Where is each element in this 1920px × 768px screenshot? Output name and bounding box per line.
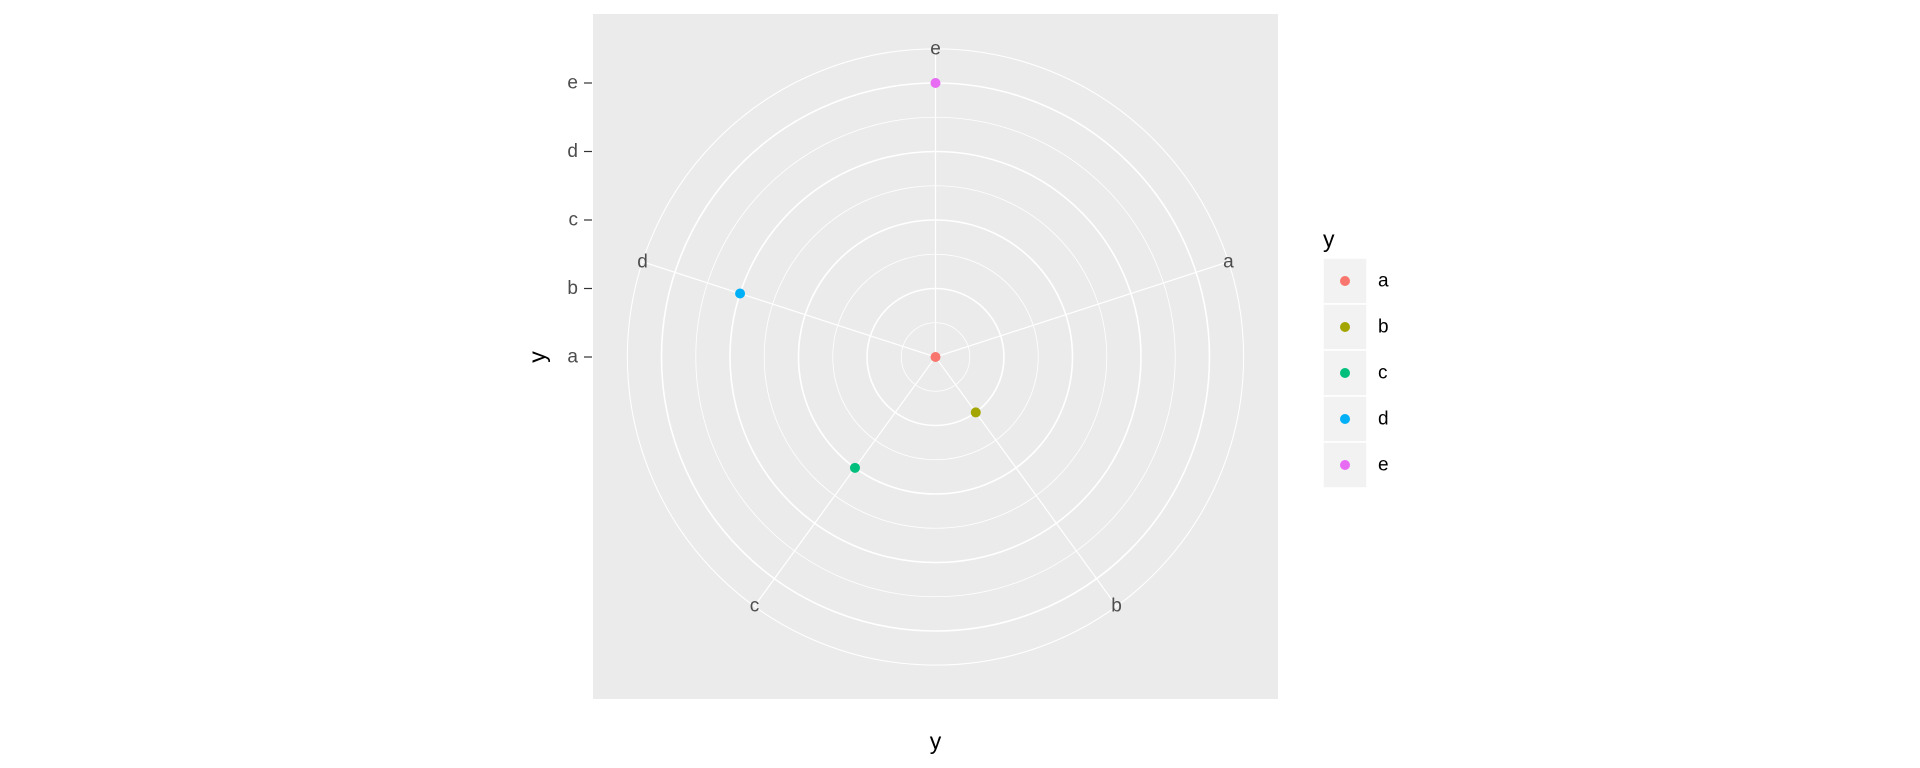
r-tick-label-a: a [567, 347, 578, 368]
legend-key-e [1322, 441, 1368, 489]
y-axis-title: y [524, 351, 550, 363]
data-point-c [849, 462, 860, 473]
theta-tick-label-a: a [1223, 251, 1234, 272]
legend-label-a: a [1378, 271, 1389, 292]
theta-tick-labels: a b c d e [637, 39, 1234, 617]
legend-label-b: b [1378, 317, 1389, 338]
data-point-a [930, 352, 941, 362]
r-tick-label-e: e [567, 73, 578, 94]
r-tick-label-c: c [569, 210, 579, 231]
legend: y a b c d e [1322, 226, 1389, 489]
data-point-e [930, 78, 941, 88]
legend-label-d: d [1378, 409, 1389, 430]
theta-tick-label-b: b [1111, 596, 1122, 617]
theta-tick-label-d: d [637, 251, 648, 272]
r-axis: a b c d e [567, 73, 592, 368]
legend-title: y [1323, 226, 1335, 252]
legend-label-e: e [1378, 455, 1389, 476]
legend-label-c: c [1378, 363, 1388, 384]
legend-marker-a [1340, 276, 1350, 286]
legend-marker-b [1340, 322, 1350, 332]
grid-spoke-d [642, 261, 936, 358]
legend-marker-e [1340, 460, 1350, 470]
theta-tick-label-c: c [750, 596, 760, 617]
data-point-d [735, 288, 746, 299]
data-point-b [970, 407, 981, 418]
grid-spoke-c [753, 356, 936, 607]
grid-spoke-b [935, 356, 1118, 607]
grid-spoke-a [935, 261, 1229, 358]
legend-marker-d [1340, 414, 1350, 424]
x-axis-title: y [930, 728, 942, 754]
theta-tick-label-e: e [930, 39, 941, 60]
legend-marker-c [1340, 368, 1350, 378]
r-tick-label-b: b [567, 278, 578, 299]
data-points [735, 78, 981, 473]
r-tick-label-d: d [567, 141, 578, 162]
